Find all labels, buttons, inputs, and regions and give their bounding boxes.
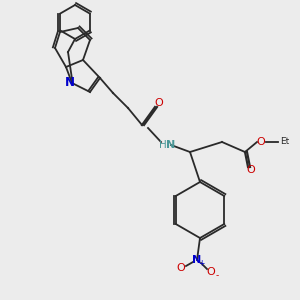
Text: O: O — [154, 98, 164, 108]
Text: H: H — [159, 140, 167, 150]
Text: O: O — [177, 263, 185, 273]
Text: N: N — [65, 76, 75, 89]
Text: O: O — [207, 267, 215, 277]
Text: O: O — [247, 165, 255, 175]
Text: N: N — [192, 255, 202, 265]
Text: +: + — [198, 259, 204, 268]
Text: O: O — [256, 137, 266, 147]
Text: N: N — [167, 140, 176, 150]
Text: Et: Et — [280, 137, 290, 146]
Text: -: - — [215, 272, 219, 280]
